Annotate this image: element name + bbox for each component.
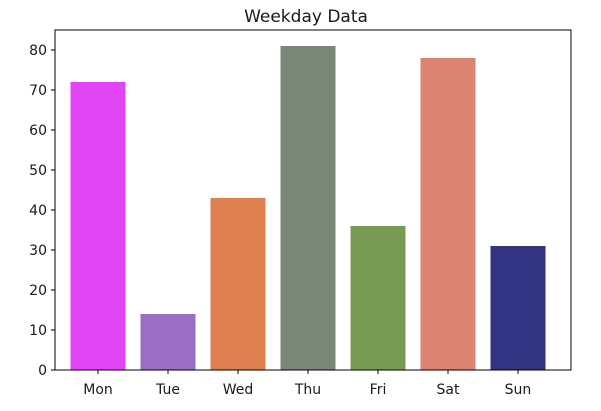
x-axis: Mon Tue Wed Thu Fri Sat Sun <box>83 370 531 398</box>
bar-sat <box>420 58 476 370</box>
x-tick-label-tue: Tue <box>155 382 180 398</box>
y-axis: 0 10 20 30 40 50 60 70 80 <box>29 43 55 379</box>
y-tick-label: 40 <box>29 203 47 219</box>
plot-frame <box>54 29 572 371</box>
y-tick-label: 60 <box>29 123 47 139</box>
bar-tue <box>140 314 196 370</box>
x-tick-label-mon: Mon <box>83 382 113 398</box>
y-tick-label: 0 <box>38 363 47 379</box>
x-tick-label-fri: Fri <box>370 382 387 398</box>
bar-sun <box>490 246 546 370</box>
x-tick-label-thu: Thu <box>294 382 321 398</box>
bar-mon <box>70 82 126 370</box>
x-tick-label-wed: Wed <box>223 382 254 398</box>
chart-title: Weekday Data <box>244 7 368 27</box>
y-tick-label: 50 <box>29 163 47 179</box>
plot-area <box>70 46 546 370</box>
y-tick-label: 80 <box>29 43 47 59</box>
bar-wed <box>210 198 266 370</box>
watermark-text: https://blog.csdn.net/xxx7823501 <box>373 393 593 408</box>
y-tick-label: 10 <box>29 323 47 339</box>
y-tick-label: 20 <box>29 283 47 299</box>
bar-thu <box>280 46 336 370</box>
y-tick-label: 70 <box>29 83 47 99</box>
y-tick-label: 30 <box>29 243 47 259</box>
x-tick-label-sun: Sun <box>505 382 532 398</box>
x-tick-label-sat: Sat <box>437 382 460 398</box>
bar-fri <box>350 226 406 370</box>
